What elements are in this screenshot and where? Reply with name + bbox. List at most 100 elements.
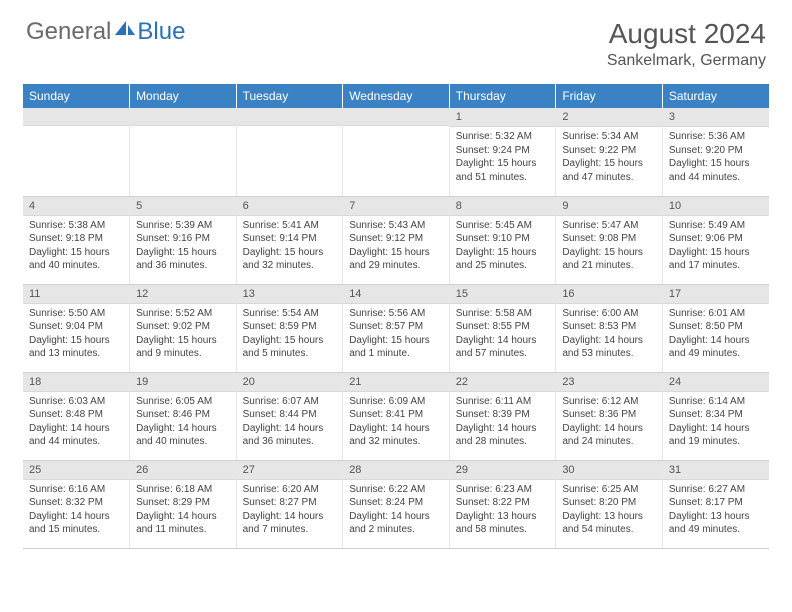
day-number: 27 bbox=[237, 461, 343, 480]
day-details: Sunrise: 5:36 AMSunset: 9:20 PMDaylight:… bbox=[663, 127, 769, 187]
calendar-body: 1Sunrise: 5:32 AMSunset: 9:24 PMDaylight… bbox=[23, 108, 769, 548]
calendar-day-cell bbox=[23, 108, 130, 196]
calendar-week-row: 11Sunrise: 5:50 AMSunset: 9:04 PMDayligh… bbox=[23, 284, 769, 372]
day-number: 15 bbox=[450, 285, 556, 304]
day-number: 23 bbox=[556, 373, 662, 392]
day-number: 25 bbox=[23, 461, 129, 480]
day-details: Sunrise: 5:50 AMSunset: 9:04 PMDaylight:… bbox=[23, 304, 129, 364]
calendar-day-cell: 9Sunrise: 5:47 AMSunset: 9:08 PMDaylight… bbox=[556, 196, 663, 284]
day-number: 5 bbox=[130, 197, 236, 216]
day-number: 13 bbox=[237, 285, 343, 304]
day-details: Sunrise: 6:12 AMSunset: 8:36 PMDaylight:… bbox=[556, 392, 662, 452]
calendar-day-cell: 19Sunrise: 6:05 AMSunset: 8:46 PMDayligh… bbox=[130, 372, 237, 460]
calendar-day-cell: 13Sunrise: 5:54 AMSunset: 8:59 PMDayligh… bbox=[236, 284, 343, 372]
weekday-header: Wednesday bbox=[343, 84, 450, 108]
day-details: Sunrise: 6:01 AMSunset: 8:50 PMDaylight:… bbox=[663, 304, 769, 364]
calendar-day-cell: 28Sunrise: 6:22 AMSunset: 8:24 PMDayligh… bbox=[343, 460, 450, 548]
calendar-day-cell: 22Sunrise: 6:11 AMSunset: 8:39 PMDayligh… bbox=[449, 372, 556, 460]
day-details: Sunrise: 5:47 AMSunset: 9:08 PMDaylight:… bbox=[556, 216, 662, 276]
day-details: Sunrise: 5:39 AMSunset: 9:16 PMDaylight:… bbox=[130, 216, 236, 276]
calendar-week-row: 1Sunrise: 5:32 AMSunset: 9:24 PMDaylight… bbox=[23, 108, 769, 196]
calendar-day-cell: 25Sunrise: 6:16 AMSunset: 8:32 PMDayligh… bbox=[23, 460, 130, 548]
calendar-day-cell: 23Sunrise: 6:12 AMSunset: 8:36 PMDayligh… bbox=[556, 372, 663, 460]
calendar-head: SundayMondayTuesdayWednesdayThursdayFrid… bbox=[23, 84, 769, 108]
calendar-day-cell: 8Sunrise: 5:45 AMSunset: 9:10 PMDaylight… bbox=[449, 196, 556, 284]
day-details: Sunrise: 6:22 AMSunset: 8:24 PMDaylight:… bbox=[343, 480, 449, 540]
calendar-day-cell: 20Sunrise: 6:07 AMSunset: 8:44 PMDayligh… bbox=[236, 372, 343, 460]
day-number: 22 bbox=[450, 373, 556, 392]
title-block: August 2024 Sankelmark, Germany bbox=[607, 18, 766, 70]
day-details: Sunrise: 5:43 AMSunset: 9:12 PMDaylight:… bbox=[343, 216, 449, 276]
day-details: Sunrise: 6:00 AMSunset: 8:53 PMDaylight:… bbox=[556, 304, 662, 364]
day-number: 16 bbox=[556, 285, 662, 304]
location: Sankelmark, Germany bbox=[607, 52, 766, 70]
calendar-day-cell bbox=[236, 108, 343, 196]
calendar-day-cell: 7Sunrise: 5:43 AMSunset: 9:12 PMDaylight… bbox=[343, 196, 450, 284]
brand-general: General bbox=[26, 18, 111, 46]
day-details: Sunrise: 6:16 AMSunset: 8:32 PMDaylight:… bbox=[23, 480, 129, 540]
day-number: 8 bbox=[450, 197, 556, 216]
calendar-week-row: 4Sunrise: 5:38 AMSunset: 9:18 PMDaylight… bbox=[23, 196, 769, 284]
calendar-day-cell: 15Sunrise: 5:58 AMSunset: 8:55 PMDayligh… bbox=[449, 284, 556, 372]
day-number: 4 bbox=[23, 197, 129, 216]
calendar-day-cell: 16Sunrise: 6:00 AMSunset: 8:53 PMDayligh… bbox=[556, 284, 663, 372]
day-details: Sunrise: 6:20 AMSunset: 8:27 PMDaylight:… bbox=[237, 480, 343, 540]
day-number: 9 bbox=[556, 197, 662, 216]
calendar-day-cell: 18Sunrise: 6:03 AMSunset: 8:48 PMDayligh… bbox=[23, 372, 130, 460]
calendar-day-cell: 31Sunrise: 6:27 AMSunset: 8:17 PMDayligh… bbox=[662, 460, 769, 548]
calendar-day-cell: 14Sunrise: 5:56 AMSunset: 8:57 PMDayligh… bbox=[343, 284, 450, 372]
day-details: Sunrise: 5:45 AMSunset: 9:10 PMDaylight:… bbox=[450, 216, 556, 276]
calendar-week-row: 18Sunrise: 6:03 AMSunset: 8:48 PMDayligh… bbox=[23, 372, 769, 460]
calendar-day-cell: 12Sunrise: 5:52 AMSunset: 9:02 PMDayligh… bbox=[130, 284, 237, 372]
calendar-table: SundayMondayTuesdayWednesdayThursdayFrid… bbox=[23, 84, 769, 549]
weekday-header: Monday bbox=[130, 84, 237, 108]
day-number: 31 bbox=[663, 461, 769, 480]
calendar-day-cell: 3Sunrise: 5:36 AMSunset: 9:20 PMDaylight… bbox=[662, 108, 769, 196]
calendar-day-cell bbox=[130, 108, 237, 196]
day-details: Sunrise: 6:11 AMSunset: 8:39 PMDaylight:… bbox=[450, 392, 556, 452]
day-details: Sunrise: 5:41 AMSunset: 9:14 PMDaylight:… bbox=[237, 216, 343, 276]
day-details: Sunrise: 6:05 AMSunset: 8:46 PMDaylight:… bbox=[130, 392, 236, 452]
day-number: 19 bbox=[130, 373, 236, 392]
day-details: Sunrise: 6:09 AMSunset: 8:41 PMDaylight:… bbox=[343, 392, 449, 452]
day-details: Sunrise: 6:25 AMSunset: 8:20 PMDaylight:… bbox=[556, 480, 662, 540]
calendar-day-cell bbox=[343, 108, 450, 196]
day-number: 10 bbox=[663, 197, 769, 216]
day-details: Sunrise: 5:52 AMSunset: 9:02 PMDaylight:… bbox=[130, 304, 236, 364]
month-title: August 2024 bbox=[607, 18, 766, 50]
brand-logo: General Blue bbox=[26, 18, 185, 46]
calendar-day-cell: 6Sunrise: 5:41 AMSunset: 9:14 PMDaylight… bbox=[236, 196, 343, 284]
day-details: Sunrise: 6:03 AMSunset: 8:48 PMDaylight:… bbox=[23, 392, 129, 452]
day-number: 20 bbox=[237, 373, 343, 392]
calendar-day-cell: 5Sunrise: 5:39 AMSunset: 9:16 PMDaylight… bbox=[130, 196, 237, 284]
calendar-day-cell: 24Sunrise: 6:14 AMSunset: 8:34 PMDayligh… bbox=[662, 372, 769, 460]
day-details: Sunrise: 5:49 AMSunset: 9:06 PMDaylight:… bbox=[663, 216, 769, 276]
calendar-day-cell: 10Sunrise: 5:49 AMSunset: 9:06 PMDayligh… bbox=[662, 196, 769, 284]
day-number: 12 bbox=[130, 285, 236, 304]
day-number: 1 bbox=[450, 108, 556, 127]
calendar-day-cell: 30Sunrise: 6:25 AMSunset: 8:20 PMDayligh… bbox=[556, 460, 663, 548]
calendar-day-cell: 21Sunrise: 6:09 AMSunset: 8:41 PMDayligh… bbox=[343, 372, 450, 460]
day-number: 14 bbox=[343, 285, 449, 304]
day-details: Sunrise: 6:14 AMSunset: 8:34 PMDaylight:… bbox=[663, 392, 769, 452]
calendar-day-cell: 27Sunrise: 6:20 AMSunset: 8:27 PMDayligh… bbox=[236, 460, 343, 548]
day-details: Sunrise: 6:27 AMSunset: 8:17 PMDaylight:… bbox=[663, 480, 769, 540]
day-details: Sunrise: 5:34 AMSunset: 9:22 PMDaylight:… bbox=[556, 127, 662, 187]
day-number: 2 bbox=[556, 108, 662, 127]
day-number: 6 bbox=[237, 197, 343, 216]
day-number: 18 bbox=[23, 373, 129, 392]
day-details: Sunrise: 5:58 AMSunset: 8:55 PMDaylight:… bbox=[450, 304, 556, 364]
weekday-header: Sunday bbox=[23, 84, 130, 108]
brand-blue: Blue bbox=[137, 18, 185, 46]
day-details: Sunrise: 6:07 AMSunset: 8:44 PMDaylight:… bbox=[237, 392, 343, 452]
calendar-day-cell: 2Sunrise: 5:34 AMSunset: 9:22 PMDaylight… bbox=[556, 108, 663, 196]
day-details: Sunrise: 5:56 AMSunset: 8:57 PMDaylight:… bbox=[343, 304, 449, 364]
day-number: 26 bbox=[130, 461, 236, 480]
weekday-header: Thursday bbox=[449, 84, 556, 108]
calendar-day-cell: 4Sunrise: 5:38 AMSunset: 9:18 PMDaylight… bbox=[23, 196, 130, 284]
day-number: 28 bbox=[343, 461, 449, 480]
day-details: Sunrise: 5:32 AMSunset: 9:24 PMDaylight:… bbox=[450, 127, 556, 187]
day-number: 29 bbox=[450, 461, 556, 480]
page-header: General Blue August 2024 Sankelmark, Ger… bbox=[0, 0, 792, 76]
calendar-day-cell: 29Sunrise: 6:23 AMSunset: 8:22 PMDayligh… bbox=[449, 460, 556, 548]
